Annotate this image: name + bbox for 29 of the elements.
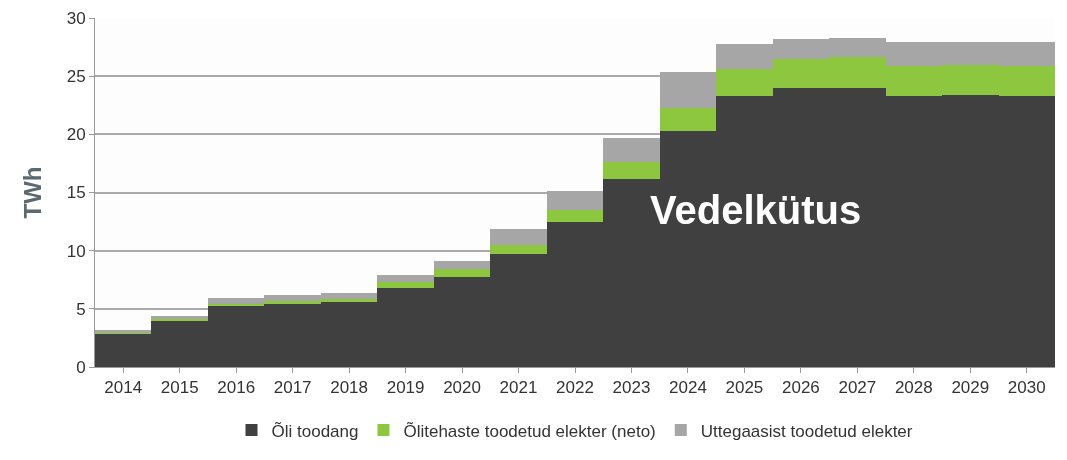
y-axis-title: TWh	[18, 166, 46, 219]
x-tick-label: 2017	[273, 378, 312, 398]
x-tick-label: 2021	[499, 378, 538, 398]
x-tick-label: 2018	[330, 378, 369, 398]
legend-label: Õlitehaste toodetud elekter (neto)	[403, 421, 656, 441]
x-tick-label: 2028	[894, 378, 933, 398]
y-tick-label: 25	[66, 67, 86, 87]
legend-label: Õli toodang	[271, 421, 359, 441]
x-tick-label: 2030	[1007, 378, 1046, 398]
y-tick-label: 5	[76, 299, 86, 319]
y-tick-label: 15	[66, 183, 86, 203]
legend-label: Uttegaasist toodetud elekter	[700, 421, 913, 441]
x-tick-label: 2029	[951, 378, 990, 398]
x-tick-label: 2016	[217, 378, 256, 398]
x-tick-label: 2027	[838, 378, 877, 398]
y-tick-label: 0	[76, 357, 86, 377]
x-tick-label: 2019	[386, 378, 425, 398]
x-tick-label: 2022	[556, 378, 594, 398]
y-tick-label: 30	[66, 8, 86, 28]
x-tick-label: 2023	[612, 378, 651, 398]
annotation: Vedelkütus	[650, 188, 862, 232]
y-tick-label: 20	[66, 125, 86, 145]
x-tick-label: 2026	[781, 378, 820, 398]
x-tick-label: 2020	[443, 378, 481, 398]
x-tick-label: 2014	[104, 378, 143, 398]
x-tick-label: 2024	[669, 378, 707, 398]
x-tick-label: 2015	[160, 378, 199, 398]
x-tick-label: 2025	[725, 378, 764, 398]
y-tick-label: 10	[66, 241, 86, 261]
